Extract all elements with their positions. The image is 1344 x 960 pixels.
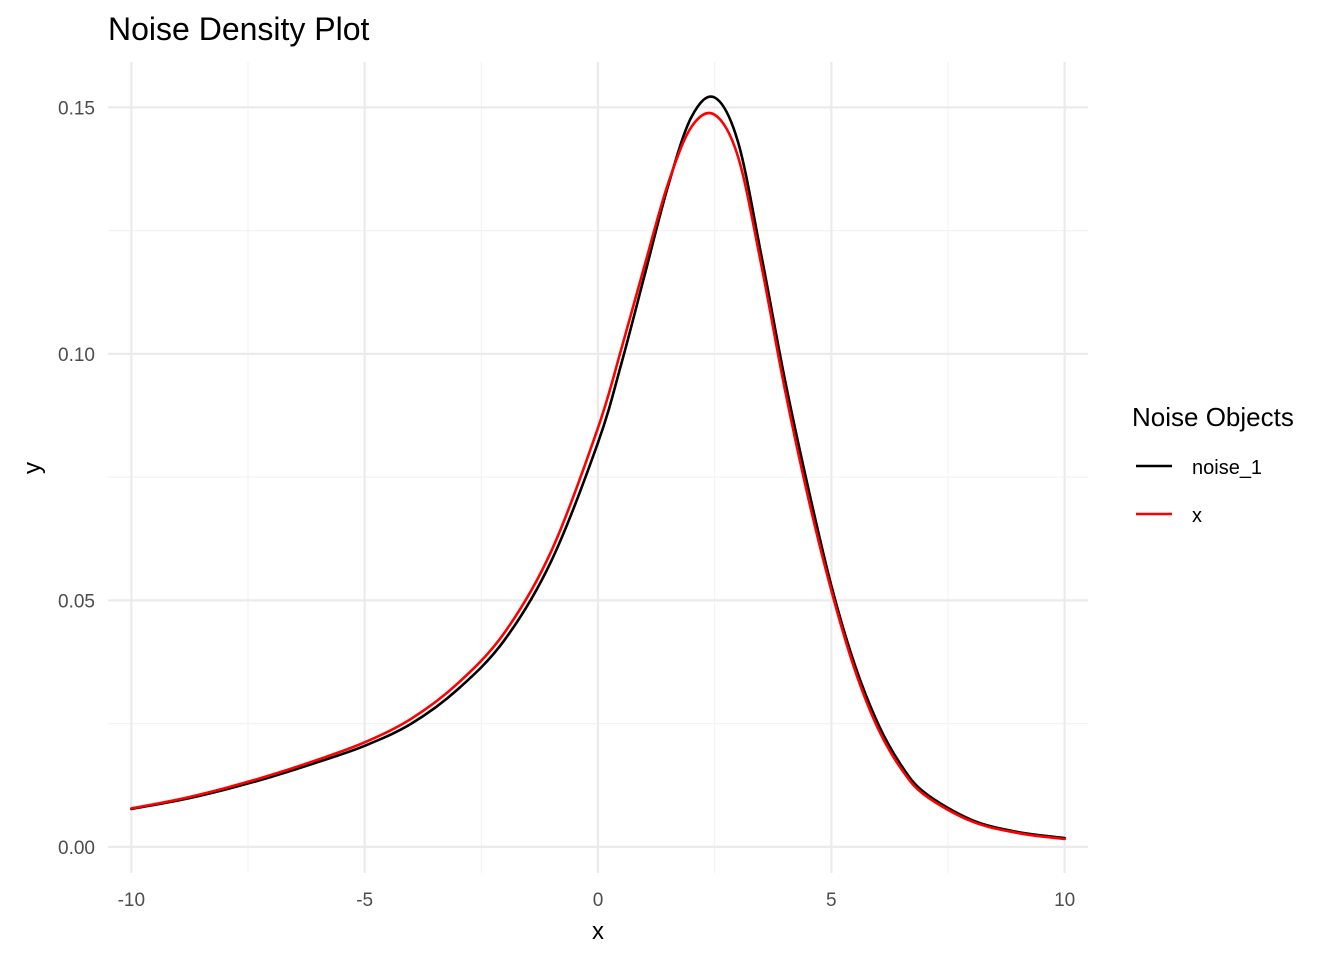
x-tick-label: 0 [593,890,604,911]
legend-label-noise_1: noise_1 [1192,457,1262,479]
legend-label-x: x [1192,505,1202,527]
x-axis: -10 -5 0 5 10 [118,890,1076,911]
plot-panel [108,62,1088,873]
y-axis-title: y [19,462,46,474]
x-axis-title: x [592,918,604,945]
legend-items: noise_1x [1136,457,1262,527]
legend-title: Noise Objects [1132,402,1294,432]
y-tick-label: 0.15 [58,98,95,119]
y-tick-label: 0.00 [58,838,95,859]
y-tick-label: 0.10 [58,345,95,366]
series-line-x [130,111,1066,841]
grid-lines [108,62,1088,873]
x-tick-label: -5 [356,890,373,911]
x-tick-label: 10 [1054,890,1075,911]
chart-title: Noise Density Plot [108,11,370,47]
x-tick-label: -10 [118,890,145,911]
x-tick-label: 5 [826,890,837,911]
legend: Noise Objects noise_1x [1132,402,1294,527]
y-axis: 0.00 0.05 0.10 0.15 [58,98,95,859]
y-tick-label: 0.05 [58,591,95,612]
series-line-noise_1 [130,95,1066,840]
series-lines [130,95,1066,841]
